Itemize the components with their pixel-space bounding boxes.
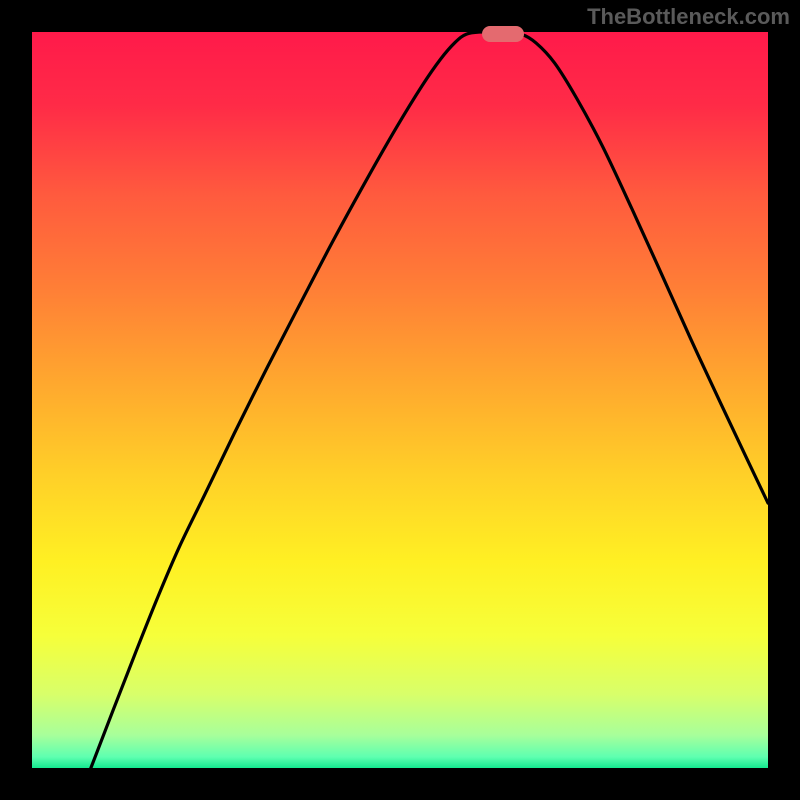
watermark-label: TheBottleneck.com [587,4,790,30]
plot-area [32,32,768,768]
bottleneck-curve [32,32,768,768]
chart-root: { "watermark": { "text": "TheBottleneck.… [0,0,800,800]
optimal-marker [482,26,524,42]
